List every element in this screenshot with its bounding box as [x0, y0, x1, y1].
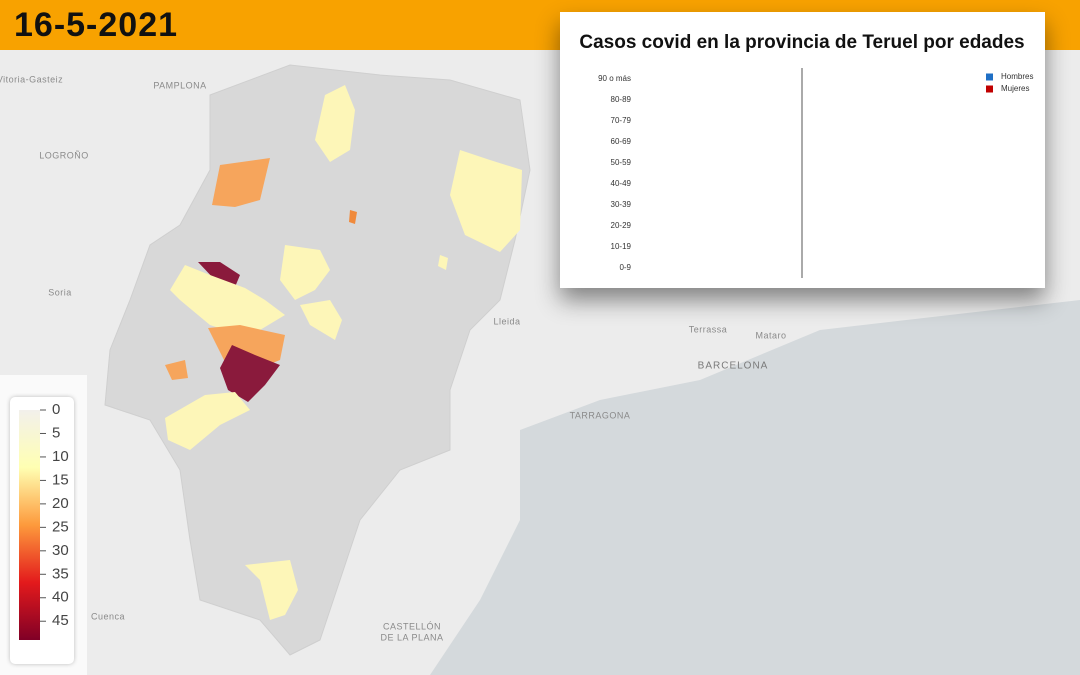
colorbar-tick-label: 20: [52, 495, 69, 512]
legend-swatch: [986, 73, 993, 81]
region: [220, 345, 280, 402]
legend-label: Mujeres: [1001, 84, 1029, 93]
y-tick-label: 0-9: [619, 263, 631, 272]
city-label: Soria: [48, 287, 72, 297]
city-label: Terrassa: [689, 324, 728, 334]
sea: [430, 300, 1080, 675]
colorbar: 0 5 10 15 20 25 30 35 40 45: [19, 401, 69, 640]
aragon: [104, 64, 531, 656]
city-label: Cuenca: [91, 611, 125, 621]
city-label: Vitoria-Gasteiz: [0, 74, 63, 84]
y-tick-label: 40-49: [611, 179, 632, 188]
city-label: PAMPLONA: [153, 80, 206, 90]
city-label: TARRAGONA: [570, 410, 631, 420]
region: [450, 150, 522, 252]
region: [165, 392, 250, 450]
city-label: LOGROÑO: [39, 150, 89, 160]
y-tick-label: 60-69: [611, 137, 632, 146]
colorbar-tick-label: 0: [52, 401, 60, 418]
region: [198, 262, 240, 287]
chart-panel: Casos covid en la provincia de Teruel po…: [560, 12, 1045, 288]
colorbar-tick-label: 30: [52, 542, 69, 559]
city-label: DE LA PLANA: [380, 632, 443, 642]
colorbar-tick-label: 40: [52, 589, 69, 606]
colorbar-tick-label: 15: [52, 471, 69, 488]
region: [438, 255, 448, 270]
region: [165, 360, 188, 380]
y-tick-label: 90 o más: [598, 74, 631, 83]
colorbar-tick-label: 45: [52, 612, 69, 629]
y-tick-label: 50-59: [611, 158, 632, 167]
city-label: CASTELLÓN: [383, 621, 441, 631]
legend-label: Hombres: [1001, 72, 1033, 81]
region: [300, 300, 342, 340]
y-tick-label: 10-19: [611, 242, 632, 251]
colorbar-tick-label: 25: [52, 518, 69, 535]
y-tick-label: 20-29: [611, 221, 632, 230]
date: 16-5-2021: [14, 6, 179, 44]
legend-swatch: [986, 85, 993, 93]
region: [349, 210, 357, 224]
city-label: BARCELONA: [698, 361, 769, 372]
region: [245, 560, 298, 620]
y-tick-label: 70-79: [611, 116, 632, 125]
colorbar-scale: [19, 410, 40, 640]
chart-title: Casos covid en la provincia de Teruel po…: [579, 32, 1024, 53]
region: [280, 245, 330, 300]
chart: Casos covid en la provincia de Teruel po…: [579, 32, 1033, 278]
city-label: Mataro: [755, 330, 786, 340]
y-tick-label: 30-39: [611, 200, 632, 209]
colorbar-tick-label: 5: [52, 424, 60, 441]
region: [170, 265, 285, 335]
colorbar-tick-label: 35: [52, 565, 69, 582]
region: [212, 158, 270, 207]
city-label: Lleida: [493, 316, 520, 326]
region: [315, 85, 355, 162]
colorbar-tick-label: 10: [52, 448, 69, 465]
y-tick-label: 80-89: [611, 95, 632, 104]
